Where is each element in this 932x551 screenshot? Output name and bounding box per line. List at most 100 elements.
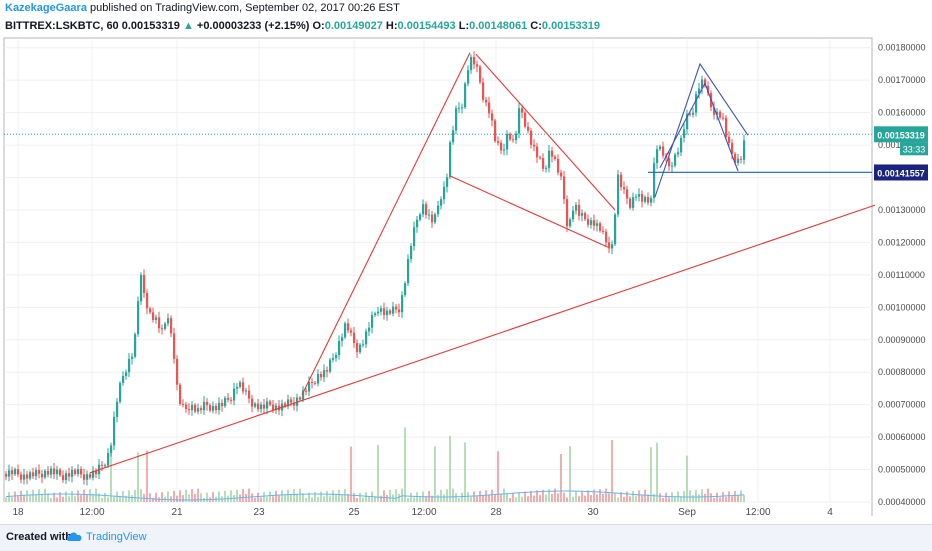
volume-bar — [485, 490, 487, 502]
candle-body — [200, 408, 203, 411]
volume-bar — [722, 492, 724, 502]
candle-body — [605, 231, 608, 243]
volume-bar — [458, 498, 460, 502]
volume-bar — [593, 489, 595, 502]
candle-body — [17, 469, 20, 475]
candle-body — [725, 117, 728, 137]
candle-body — [53, 468, 56, 475]
volume-bar — [506, 493, 508, 502]
volume-bar — [590, 495, 592, 502]
volume-bar — [284, 495, 286, 502]
candle-body — [560, 172, 563, 177]
support-price-box — [874, 164, 928, 181]
volume-bar — [431, 495, 433, 502]
volume-bar — [707, 488, 709, 502]
candle-body — [212, 406, 215, 411]
volume-bar — [137, 452, 139, 502]
volume-bar — [509, 498, 511, 502]
y-tick-label: 0.00070000 — [878, 400, 926, 410]
candle-body — [584, 213, 587, 220]
price-chart[interactable]: 0.001800000.001700000.001600000.00150000… — [0, 0, 932, 524]
candle-body — [488, 102, 491, 114]
candle-body — [707, 85, 710, 94]
volume-bar — [410, 492, 412, 502]
y-tick-label: 0.00040000 — [878, 497, 926, 507]
candle-body — [476, 64, 479, 67]
wedge-lower-line — [449, 175, 609, 248]
countdown-box — [900, 142, 928, 156]
volume-bar — [653, 493, 655, 502]
candle-body — [680, 137, 683, 153]
candle-body — [65, 473, 68, 481]
volume-bar — [266, 496, 268, 502]
volume-bar — [440, 489, 442, 502]
volume-bar — [395, 489, 397, 502]
candle-body — [629, 198, 632, 208]
y-tick-label: 0.00110000 — [878, 270, 925, 280]
support-price-tag: 0.00141557 — [874, 164, 928, 181]
candle-body — [59, 469, 62, 476]
candle-body — [683, 129, 686, 138]
tradingview-brand-link[interactable]: TradingView — [86, 531, 147, 543]
volume-bar — [437, 495, 439, 502]
candle-body — [575, 204, 578, 211]
candle-body — [107, 452, 110, 466]
footer-bar: Created with TradingView — [0, 524, 932, 551]
volume-bar — [353, 493, 355, 502]
candle-body — [206, 401, 209, 406]
volume-bar — [488, 495, 490, 502]
volume-bar — [617, 497, 619, 502]
candle-body — [428, 214, 431, 216]
candle-body — [659, 146, 662, 150]
volume-bar — [527, 496, 529, 502]
volume-bar — [389, 489, 391, 502]
candle-body — [509, 133, 512, 140]
volume-bar — [377, 444, 379, 502]
volume-bar — [434, 446, 436, 502]
candle-body — [146, 293, 149, 309]
candle-body — [449, 142, 452, 178]
volume-bar — [500, 493, 502, 502]
volume-bar — [197, 488, 199, 502]
candle-body — [74, 469, 77, 474]
candle-body — [485, 99, 488, 103]
y-tick-label: 0.00060000 — [878, 432, 926, 442]
candle-body — [461, 107, 464, 109]
volume-bar — [104, 492, 106, 502]
candle-body — [26, 474, 29, 479]
candle-body — [221, 402, 224, 407]
x-tick-label: 12:00 — [79, 507, 104, 518]
candle-body — [173, 333, 176, 359]
candle-body — [155, 317, 158, 320]
volume-bar — [674, 496, 676, 502]
candle-body — [365, 331, 368, 345]
candle-body — [482, 82, 485, 100]
author-name[interactable]: KazekageGaara — [5, 2, 87, 14]
candle-body — [11, 470, 14, 475]
candle-body — [185, 404, 188, 409]
candle-body — [614, 214, 617, 245]
candle-body — [179, 384, 182, 404]
candle-body — [620, 174, 623, 188]
volume-bar — [314, 492, 316, 502]
volume-bar — [629, 496, 631, 502]
candle-body — [734, 153, 737, 163]
volume-bar — [518, 492, 520, 502]
volume-bar — [287, 489, 289, 502]
candle-body — [71, 469, 74, 477]
high-value: 0.00154493 — [397, 20, 456, 32]
volume-bar — [584, 495, 586, 502]
x-tick-label: Sep — [678, 507, 696, 518]
volume-bar — [404, 427, 406, 502]
candle-body — [662, 146, 665, 156]
volume-bar — [635, 495, 637, 502]
volume-bar — [368, 496, 370, 502]
volume-bar — [338, 489, 340, 502]
volume-bar — [731, 496, 733, 502]
candle-body — [545, 167, 548, 169]
volume-bar — [578, 496, 580, 502]
plot-area — [3, 37, 873, 503]
candle-body — [524, 112, 527, 127]
last-price-box — [874, 126, 928, 143]
candle-body — [434, 214, 437, 223]
